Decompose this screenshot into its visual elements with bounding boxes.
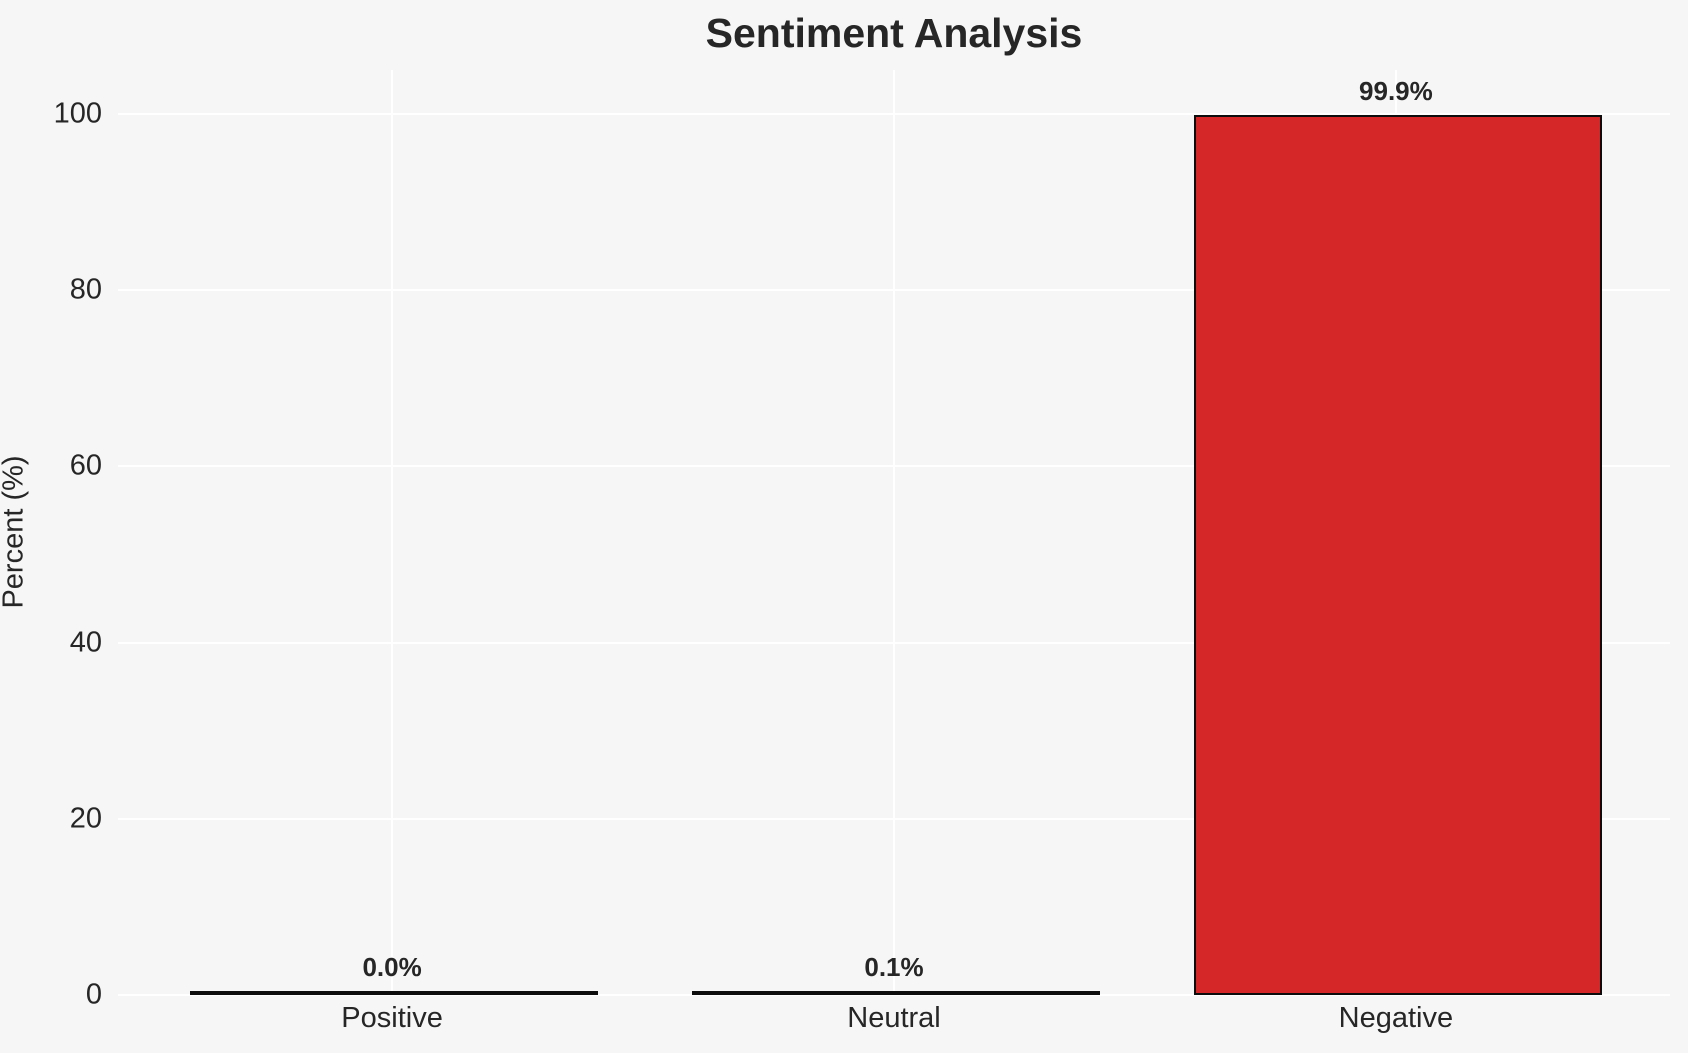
xtick-label-positive: Positive [341,1002,443,1034]
gridline-y-0 [118,994,1670,996]
ytick-label-80: 80 [69,273,102,306]
xtick-label-negative: Negative [1338,1002,1454,1034]
bar-value-label-neutral: 0.1% [864,952,924,982]
gridline-x-positive [391,70,394,995]
plot-area: 0.0% 0.1% 99.9% [118,70,1670,996]
bar-positive [190,991,599,995]
gridline-x-neutral [893,70,895,995]
ytick-label-40: 40 [69,626,102,659]
ytick-label-60: 60 [69,449,102,482]
ytick-label-20: 20 [69,802,102,835]
bar-neutral [692,991,1100,995]
bar-negative [1193,115,1602,995]
bar-value-label-negative: 99.9% [1359,76,1433,106]
chart-title: Sentiment Analysis [705,10,1083,56]
xtick-label-neutral: Neutral [847,1002,941,1034]
ytick-label-0: 0 [85,978,102,1011]
ytick-label-100: 100 [53,97,102,130]
bar-value-label-positive: 0.0% [362,952,422,982]
